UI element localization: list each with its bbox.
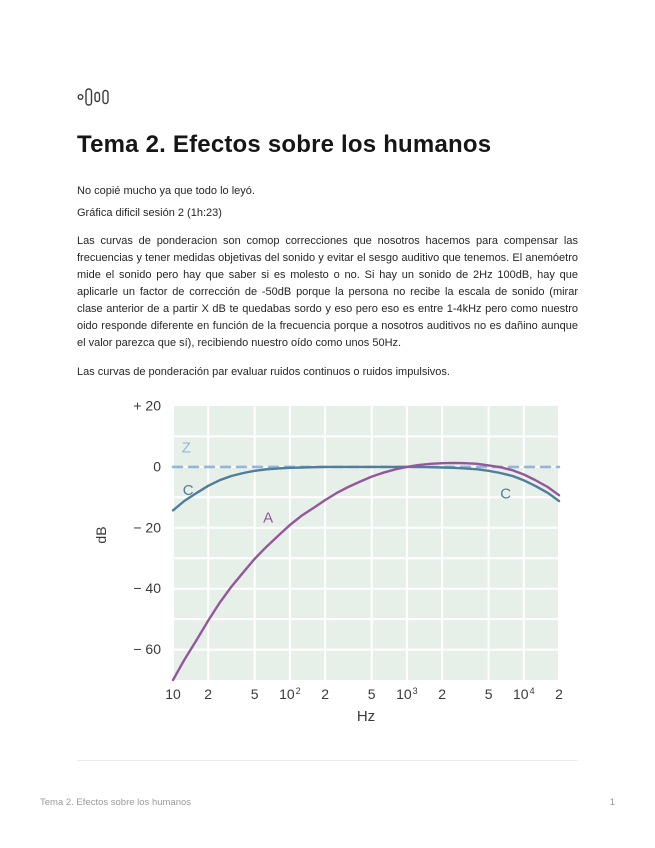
curve-label-C: C [183, 482, 194, 499]
y-tick-label: − 40 [133, 580, 161, 596]
x-tick-label: 2 [321, 686, 329, 702]
paragraph-session: Gráfica dificil sesión 2 (1h:23) [77, 207, 222, 219]
x-axis-label: Hz [357, 708, 375, 725]
footer-title: Tema 2. Efectos sobre los humanos [40, 797, 192, 808]
page-footer: Tema 2. Efectos sobre los humanos 1 [40, 797, 615, 808]
y-axis-label: dB [93, 526, 109, 543]
y-tick-label: − 60 [133, 641, 161, 657]
paragraph-main: Las curvas de ponderacion son comop corr… [77, 235, 578, 349]
x-tick-label: 5 [251, 686, 259, 702]
x-tick-label: 102 [279, 686, 301, 702]
y-tick-label: 0 [153, 458, 161, 474]
x-tick-label: 104 [513, 686, 535, 702]
plot-area [173, 406, 559, 680]
curve-label-A: A [263, 510, 273, 527]
x-tick-label: 103 [396, 686, 418, 702]
footer-divider [77, 760, 578, 761]
x-tick-label: 2 [438, 686, 446, 702]
curve-C [171, 465, 561, 512]
x-tick-label: 10 [165, 686, 181, 702]
x-tick-label: 2 [555, 686, 563, 702]
curve-A [171, 461, 561, 682]
paragraph-closing: Las curvas de ponderación par evaluar ru… [77, 366, 450, 378]
y-tick-label: − 20 [133, 519, 161, 535]
y-tick-label: + 20 [133, 398, 161, 414]
x-tick-label: 5 [368, 686, 376, 702]
footer-page-number: 1 [609, 797, 615, 808]
weighting-curves-figure: Z C A C + 20 0− 20− 40− 60 10 2 5 102 2 5 103 2 5 104 2 H… [91, 395, 578, 732]
x-tick-label: 5 [485, 686, 493, 702]
curve-label-Z: Z [182, 440, 191, 457]
paragraph-note: No copié mucho ya que todo lo leyó. [77, 185, 255, 197]
curve-label-C: C [500, 485, 511, 502]
x-tick-label: 2 [204, 686, 212, 702]
page-title: Tema 2. Efectos sobre los humanos [77, 131, 492, 158]
audio-levels-icon [77, 86, 578, 108]
